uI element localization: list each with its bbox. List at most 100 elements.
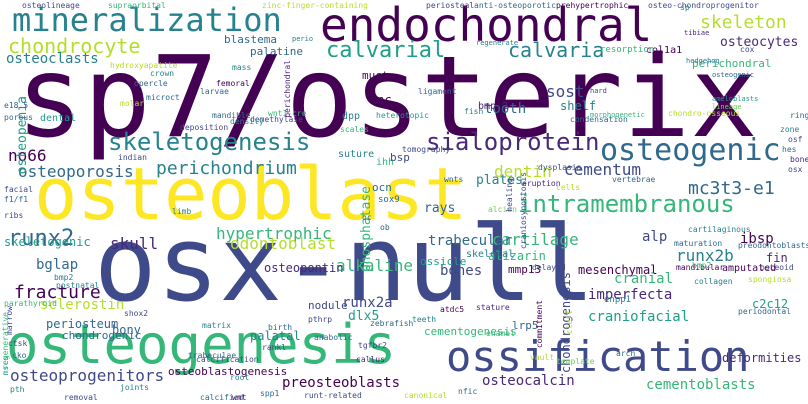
word: osf (788, 135, 803, 144)
word: mandibular (676, 263, 725, 272)
word: hypertrophic (216, 224, 332, 243)
word: alkaline (336, 256, 414, 275)
word: removal (64, 393, 98, 402)
word: trabecular (428, 233, 513, 249)
word: molar (120, 99, 145, 108)
word: hedgehog (686, 57, 720, 65)
word: ihh (376, 157, 395, 168)
word: enamel (486, 329, 515, 338)
word: trabeculae (188, 351, 237, 360)
word: osx (788, 165, 803, 174)
word: lineage (712, 103, 742, 111)
word: cranial (614, 271, 674, 287)
word: calcified (200, 393, 244, 402)
word: dlx5 (348, 309, 380, 324)
word: mc3t3-e1 (688, 178, 775, 199)
word: deformities (722, 351, 802, 365)
word: opercle (134, 79, 168, 88)
word: condensation (570, 115, 628, 124)
word: col1a1 (646, 45, 683, 56)
word: preosteoblasts (282, 375, 401, 391)
word: osteo-chondroprogenitor (648, 1, 759, 10)
word: bone (790, 155, 808, 164)
word: odontoblast (230, 234, 336, 253)
word: zebrafish (370, 319, 414, 328)
word: larvae (200, 87, 229, 96)
word: bsp (390, 151, 410, 164)
word: no66 (8, 146, 47, 165)
word: alcian (488, 205, 517, 214)
word: anabolic (314, 333, 353, 342)
word: rays (424, 201, 456, 216)
word: parathyroid (4, 299, 57, 308)
word: zinc-finger-containing (262, 1, 368, 10)
word: chondro-osseous (668, 109, 741, 118)
word: commitment (535, 300, 544, 349)
word: postnatal (56, 281, 100, 290)
word: cko (12, 351, 27, 360)
word: regenerate (476, 39, 519, 47)
word: cartilage (492, 230, 579, 249)
word: heterotopic (376, 111, 429, 120)
word: hard (590, 87, 607, 95)
word: cementum (564, 160, 642, 179)
word: sialoprotein (426, 128, 600, 156)
word: bglap (36, 257, 79, 273)
word: demethylase (250, 115, 303, 124)
word: vertebrae (612, 175, 656, 184)
word: healing (505, 178, 514, 212)
word: runt-related (304, 391, 362, 400)
word: osteogenic (712, 71, 755, 79)
word: cartilaginous (688, 225, 751, 234)
word: oc (362, 213, 372, 222)
word: limb (172, 207, 192, 216)
word: cnc (370, 93, 392, 107)
word: pth (10, 385, 25, 394)
word: perichondrium (156, 158, 297, 179)
word: nodule (308, 299, 348, 312)
word: crown (150, 69, 175, 78)
word: calvarial (326, 38, 446, 63)
word: fin (766, 251, 788, 265)
word: hes (782, 145, 797, 154)
word: bony (112, 323, 141, 337)
word: joints (120, 383, 149, 392)
word: endochondral (320, 0, 653, 52)
word: shox2 (124, 309, 149, 318)
word: osteoporosis (18, 162, 134, 181)
word: indian (118, 153, 147, 162)
word: osteopontin (264, 261, 344, 275)
word: ligament (418, 87, 457, 96)
word: runx2 (8, 226, 75, 251)
word: spp1 (260, 389, 280, 398)
word: ob (380, 223, 390, 232)
word: stature (476, 303, 510, 312)
word: f1/f1 (4, 195, 29, 204)
word: cementoblasts (646, 377, 756, 393)
word: phosphatase (359, 186, 374, 273)
word: perichondral (692, 57, 772, 70)
word: dpp (342, 111, 361, 122)
word: sox9 (378, 195, 400, 205)
word: sp (680, 3, 690, 12)
word: bones (440, 263, 483, 279)
word: nfic (458, 387, 478, 396)
word: imperfecta (588, 287, 673, 303)
word: osteoprogenitors (10, 366, 165, 385)
word: osteogenesis (6, 313, 397, 376)
word: pthrp (308, 315, 333, 324)
word: teeth (412, 315, 437, 324)
word: chondrogenic (62, 329, 142, 342)
word: calcification (196, 355, 259, 364)
word: skull (110, 234, 159, 253)
word: atdc5 (440, 305, 465, 314)
word: canonical (404, 391, 448, 400)
word: sclerostin (40, 297, 125, 313)
word: tibiae (684, 29, 710, 37)
word: lrp5 (512, 319, 539, 332)
word: cox (740, 45, 755, 54)
word: tomography (402, 145, 451, 154)
word: dysplasia (538, 163, 582, 172)
word: fracture (14, 282, 101, 303)
